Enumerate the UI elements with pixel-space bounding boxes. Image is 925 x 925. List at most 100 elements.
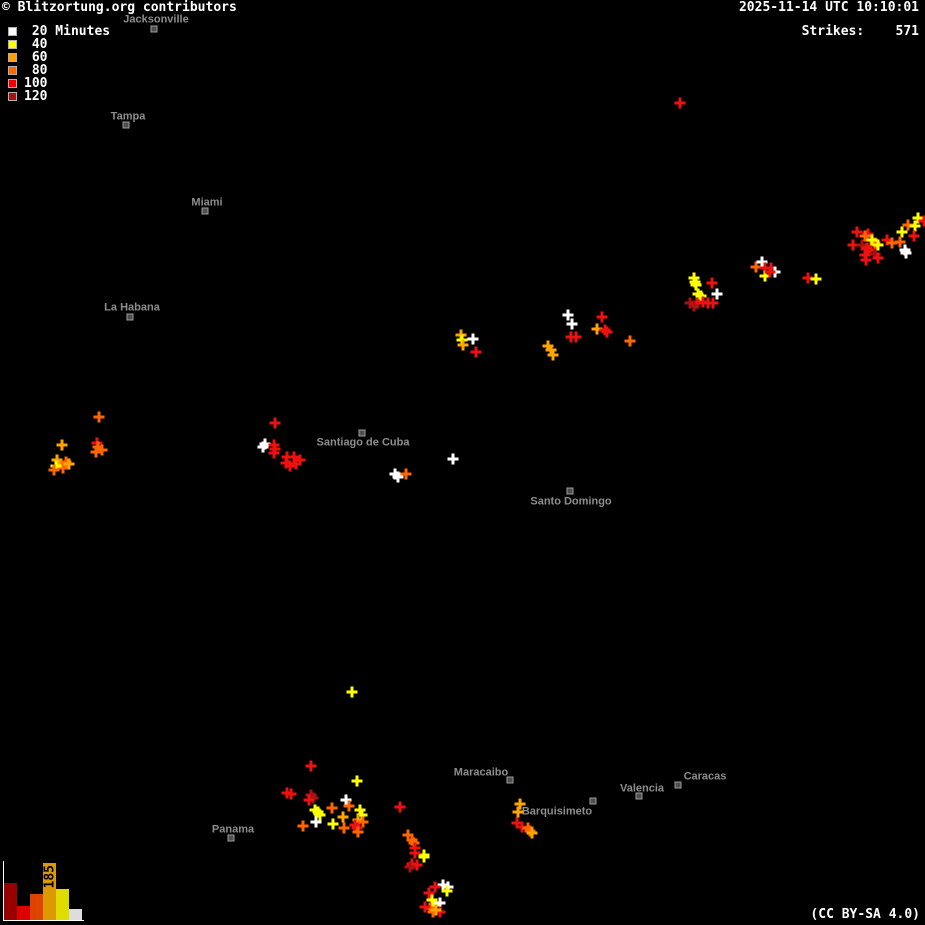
city-marker-santiago-de-cuba — [358, 429, 366, 437]
legend-swatch — [8, 53, 17, 62]
legend-swatch — [8, 40, 17, 49]
strike-mark — [309, 804, 321, 816]
city-label-santiago-de-cuba: Santiago de Cuba — [316, 436, 410, 449]
histogram-bar-label: 185 — [42, 865, 57, 889]
strike-mark — [56, 439, 68, 451]
strike-mark — [514, 798, 526, 810]
strike-mark — [596, 311, 608, 323]
strike-mark — [50, 460, 62, 472]
strike-mark — [545, 344, 557, 356]
strike-mark — [599, 324, 611, 336]
attribution-text: © Blitzortung.org contributors — [2, 0, 237, 15]
strike-mark — [280, 457, 292, 469]
strike-mark — [522, 822, 534, 834]
histogram-bar-120 — [4, 883, 17, 920]
strike-mark — [674, 97, 686, 109]
strike-mark — [48, 464, 60, 476]
strike-mark — [691, 297, 703, 309]
strike-mark — [404, 861, 416, 873]
city-marker-jacksonville — [150, 25, 158, 33]
city-label-la-habana: La Habana — [104, 301, 160, 314]
strike-mark — [402, 829, 414, 841]
strike-mark — [707, 297, 719, 309]
strike-mark — [426, 894, 438, 906]
strike-mark — [51, 454, 63, 466]
city-label-jacksonville: Jacksonville — [123, 13, 189, 26]
strike-mark — [357, 816, 369, 828]
legend-swatch — [8, 92, 17, 101]
city-marker-caracas — [674, 781, 682, 789]
strike-mark — [847, 239, 859, 251]
strike-mark — [457, 339, 469, 351]
strike-mark — [912, 212, 924, 224]
legend-swatch — [8, 66, 17, 75]
city-marker-tampa — [122, 121, 130, 129]
strike-mark — [802, 272, 814, 284]
strike-mark — [886, 237, 898, 249]
histogram-y-axis — [3, 861, 4, 920]
strike-mark — [706, 277, 718, 289]
strike-mark — [470, 346, 482, 358]
histogram-bar-100 — [17, 906, 30, 920]
strike-mark — [542, 340, 554, 352]
city-marker-la-habana — [126, 313, 134, 321]
legend-label: 20 Minutes — [24, 24, 111, 39]
strike-mark — [96, 444, 108, 456]
strike-mark — [400, 468, 412, 480]
strike-mark — [511, 817, 523, 829]
strike-mark — [288, 451, 300, 463]
strike-mark — [297, 820, 309, 832]
strike-mark — [750, 261, 762, 273]
strike-mark — [285, 788, 297, 800]
strike-mark — [902, 219, 914, 231]
city-marker-panama — [227, 834, 235, 842]
strike-mark — [864, 244, 876, 256]
histogram-bar-20 — [69, 909, 82, 920]
strike-mark — [516, 821, 528, 833]
license-text: (CC BY-SA 4.0) — [810, 907, 920, 922]
strike-mark — [60, 456, 72, 468]
strike-mark — [307, 792, 319, 804]
city-marker-santo-domingo — [566, 487, 574, 495]
strike-mark — [684, 297, 696, 309]
strike-mark — [861, 242, 873, 254]
strike-mark — [447, 453, 459, 465]
strike-mark — [526, 827, 538, 839]
strike-mark — [354, 804, 366, 816]
strike-mark — [406, 834, 418, 846]
strike-mark — [268, 447, 280, 459]
strike-mark — [411, 859, 423, 871]
strike-mark — [591, 323, 603, 335]
strike-mark — [467, 333, 479, 345]
city-label-barquisimeto: Barquisimeto — [521, 805, 593, 818]
strike-mark — [310, 816, 322, 828]
legend-row: 100 — [8, 77, 110, 90]
strike-mark — [338, 822, 350, 834]
strike-mark — [562, 309, 574, 321]
city-label-maracaibo: Maracaibo — [453, 766, 509, 779]
strike-mark — [305, 789, 317, 801]
strike-mark — [437, 879, 449, 891]
legend-row: 80 — [8, 64, 110, 77]
histogram-bar-60: 185 — [42, 863, 57, 920]
strike-mark — [441, 885, 453, 897]
strike-mark — [314, 809, 326, 821]
strike-mark — [346, 686, 358, 698]
strike-mark — [434, 897, 446, 909]
strike-mark — [692, 288, 704, 300]
strike-mark — [434, 906, 446, 918]
timestamp-text: 2025-11-14 UTC 10:10:01 — [738, 0, 919, 15]
strike-mark — [281, 451, 293, 463]
histogram-bar-80 — [30, 894, 43, 920]
strike-mark — [418, 851, 430, 863]
strike-mark — [427, 906, 439, 918]
strike-mark — [859, 230, 871, 242]
histogram-bar-40 — [56, 889, 69, 920]
strike-mark — [63, 458, 75, 470]
strike-mark — [356, 809, 368, 821]
strike-mark — [57, 462, 69, 474]
legend-label: 40 — [24, 37, 48, 52]
